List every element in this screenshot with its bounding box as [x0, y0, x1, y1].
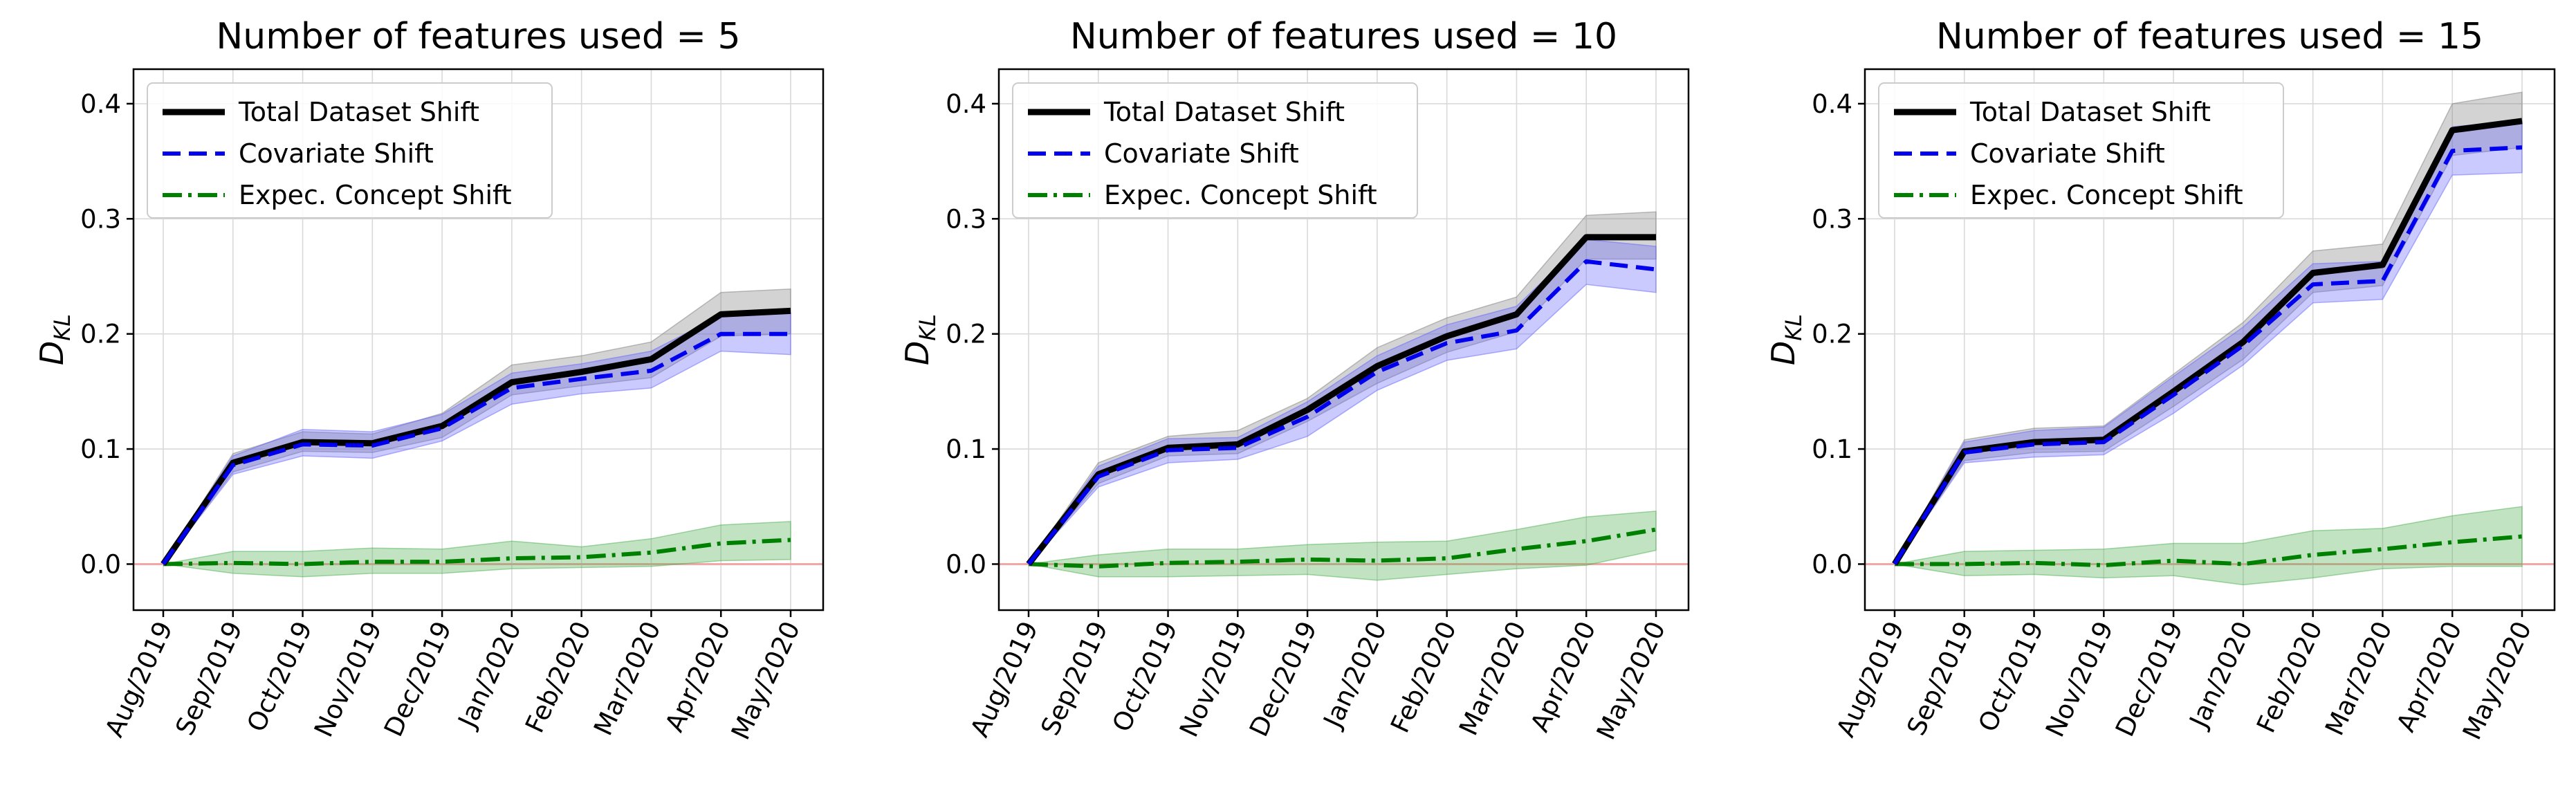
x-tick-label: Mar/2020 — [1453, 617, 1532, 740]
x-tick-label: Oct/2019 — [1107, 617, 1184, 737]
axes-frame — [1864, 68, 2556, 612]
y-axis-label-subscript: KL — [1781, 314, 1807, 341]
x-tick-label: May/2020 — [726, 617, 806, 744]
legend-label-3: Expec. Concept Shift — [1970, 180, 2243, 210]
chart-title: Number of features used = 10 — [1070, 16, 1617, 57]
x-tick-label: Feb/2020 — [2251, 617, 2328, 737]
legend-label-1: Total Dataset Shift — [238, 97, 479, 127]
x-tick-label: Feb/2020 — [1385, 617, 1462, 737]
y-tick-label: 0.3 — [946, 204, 986, 234]
series-line-2 — [1893, 145, 2523, 565]
chart-panel-1: 0.00.10.20.30.4Aug/2019Sep/2019Oct/2019N… — [33, 16, 825, 744]
plot-area — [1026, 211, 1657, 581]
chart-title: Number of features used = 5 — [216, 16, 740, 57]
y-tick-label: 0.2 — [1812, 320, 1852, 349]
x-tick-label: Jan/2020 — [452, 617, 527, 733]
chart-panel-2: 0.00.10.20.30.4Aug/2019Sep/2019Oct/2019N… — [899, 16, 1690, 744]
series-line-2 — [161, 331, 791, 566]
legend-label-2: Covariate Shift — [239, 138, 434, 169]
axes-frame — [132, 68, 825, 612]
x-tick-label: Nov/2019 — [2040, 617, 2119, 742]
series-line-1 — [1026, 234, 1656, 567]
x-tick-label: Mar/2020 — [588, 617, 667, 740]
x-tick-label: Oct/2019 — [1973, 617, 2050, 737]
x-tick-label: Mar/2020 — [2319, 617, 2398, 740]
legend-box — [1012, 82, 1418, 219]
y-axis-label-subscript: KL — [914, 314, 941, 341]
series-line-1 — [160, 307, 791, 566]
legend-label-3: Expec. Concept Shift — [1104, 180, 1377, 210]
x-tick-label: Aug/2019 — [100, 617, 179, 742]
y-tick-label: 0.2 — [80, 320, 121, 349]
chart-panel-3: 0.00.10.20.30.4Aug/2019Sep/2019Oct/2019N… — [1765, 16, 2556, 744]
y-tick-label: 0.4 — [80, 89, 121, 119]
x-tick-label: Apr/2020 — [659, 617, 736, 737]
x-tick-label: May/2020 — [2457, 617, 2537, 744]
y-tick-label: 0.2 — [946, 320, 986, 349]
x-tick-label: Aug/2019 — [965, 617, 1045, 742]
x-tick-label: Nov/2019 — [309, 617, 388, 742]
x-tick-label: Dec/2019 — [2110, 617, 2189, 742]
axes-frame — [997, 68, 1690, 612]
y-tick-label: 0.1 — [1812, 434, 1852, 464]
x-tick-label: Jan/2020 — [1317, 617, 1392, 733]
y-axis-label-main: D — [899, 341, 936, 365]
chart-title: Number of features used = 15 — [1936, 16, 2483, 57]
confidence-band-2 — [1028, 239, 1657, 564]
y-tick-label: 0.0 — [1812, 549, 1852, 579]
legend-label-1: Total Dataset Shift — [1969, 97, 2211, 127]
x-tick-label: Oct/2019 — [241, 617, 318, 737]
y-axis-label-main: D — [1765, 341, 1802, 365]
legend-label-2: Covariate Shift — [1104, 138, 1299, 169]
y-tick-label: 0.1 — [80, 434, 121, 464]
y-tick-label: 0.0 — [80, 549, 121, 579]
plot-area — [1892, 91, 2523, 586]
plot-area — [160, 288, 791, 578]
series-line-2 — [1027, 259, 1657, 566]
x-tick-label: Apr/2020 — [2391, 617, 2467, 737]
legend-label-1: Total Dataset Shift — [1103, 97, 1345, 127]
y-tick-label: 0.4 — [1812, 89, 1852, 119]
x-tick-label: Dec/2019 — [1244, 617, 1323, 742]
x-tick-label: May/2020 — [1591, 617, 1671, 744]
x-tick-label: Aug/2019 — [1831, 617, 1911, 742]
x-tick-label: Jan/2020 — [2183, 617, 2258, 733]
y-tick-label: 0.3 — [80, 204, 121, 234]
legend-label-3: Expec. Concept Shift — [239, 180, 512, 210]
x-tick-label: Sep/2019 — [169, 617, 248, 740]
y-tick-label: 0.1 — [946, 434, 986, 464]
confidence-band-2 — [163, 312, 791, 564]
x-tick-label: Apr/2020 — [1525, 617, 1601, 737]
legend-box — [1878, 82, 2284, 219]
y-axis-label: DKL — [899, 314, 941, 365]
confidence-band-1 — [1894, 91, 2523, 564]
y-axis-label-subscript: KL — [49, 314, 75, 341]
y-tick-label: 0.4 — [946, 89, 986, 119]
y-axis-label-main: D — [33, 341, 71, 365]
legend: Total Dataset Shift Covariate Shift Expec.… — [147, 82, 553, 219]
y-tick-label: 0.0 — [946, 549, 986, 579]
y-axis-label: DKL — [33, 314, 75, 365]
legend: Total Dataset Shift Covariate Shift Expec.… — [1878, 82, 2284, 219]
x-tick-label: Sep/2019 — [1901, 617, 1980, 740]
confidence-band-2 — [1894, 120, 2523, 564]
y-axis-label: DKL — [1765, 314, 1807, 365]
x-tick-label: Feb/2020 — [519, 617, 597, 737]
y-tick-label: 0.3 — [1812, 204, 1852, 234]
legend-box — [147, 82, 553, 219]
x-tick-label: Nov/2019 — [1174, 617, 1253, 742]
legend-label-2: Covariate Shift — [1970, 138, 2165, 169]
x-tick-label: Sep/2019 — [1035, 617, 1114, 740]
confidence-band-3 — [163, 521, 791, 578]
x-tick-label: Dec/2019 — [378, 617, 457, 742]
legend: Total Dataset Shift Covariate Shift Expec.… — [1012, 82, 1418, 219]
